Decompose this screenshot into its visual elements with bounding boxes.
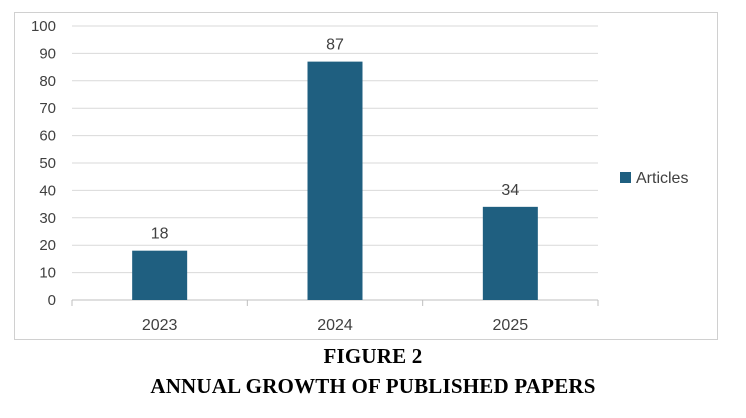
legend-swatch-articles (620, 172, 631, 183)
x-axis-tick-labels: 2023 2024 2025 (142, 317, 528, 334)
y-axis-tick-labels: 0 10 20 30 40 50 60 70 80 90 100 (31, 18, 56, 309)
data-label-2024: 87 (326, 37, 344, 54)
y-tick-label: 40 (39, 182, 56, 199)
bar-2023 (132, 250, 188, 300)
y-tick-label: 0 (48, 292, 56, 309)
x-tick-label-2025: 2025 (493, 317, 529, 334)
y-tick-label: 70 (39, 100, 56, 117)
legend-label-articles: Articles (636, 170, 688, 187)
y-tick-label: 20 (39, 237, 56, 254)
bars (132, 61, 538, 301)
figure-title: ANNUAL GROWTH OF PUBLISHED PAPERS (150, 374, 596, 398)
data-labels: 18 87 34 (151, 37, 520, 243)
legend: Articles (620, 170, 688, 187)
x-tick-label-2023: 2023 (142, 317, 178, 334)
y-tick-label: 100 (31, 18, 56, 35)
chart-area (14, 12, 718, 340)
data-label-2023: 18 (151, 226, 169, 243)
bar-2025 (482, 206, 538, 300)
bar-2024 (307, 61, 363, 301)
y-tick-label: 50 (39, 155, 56, 172)
y-tick-label: 10 (39, 265, 56, 282)
y-tick-label: 60 (39, 128, 56, 145)
data-label-2025: 34 (501, 182, 519, 199)
y-tick-label: 80 (39, 73, 56, 90)
y-tick-label: 90 (39, 45, 56, 62)
x-tick-label-2024: 2024 (317, 317, 353, 334)
y-tick-label: 30 (39, 210, 56, 227)
figure-number: FIGURE 2 (323, 344, 423, 368)
